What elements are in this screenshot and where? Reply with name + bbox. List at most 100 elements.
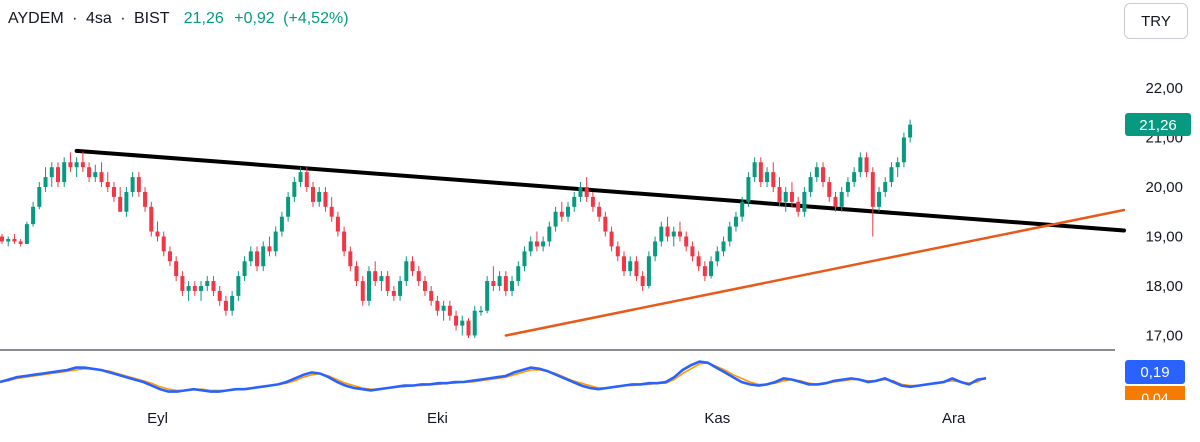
- candle-body: [709, 261, 714, 277]
- time-axis[interactable]: EylEkiKasAra2026: [147, 410, 1200, 427]
- candle-body: [335, 216, 340, 232]
- candle-body: [37, 187, 42, 207]
- candle-body: [205, 281, 210, 286]
- candle: [167, 246, 172, 267]
- candle-body: [329, 206, 334, 217]
- candle-body: [49, 167, 54, 178]
- candle: [615, 241, 620, 262]
- candle: [821, 162, 826, 187]
- candle-body: [503, 276, 508, 291]
- candle-body: [348, 251, 353, 267]
- candle: [118, 187, 123, 212]
- candle: [839, 187, 844, 212]
- candle-body: [752, 162, 757, 178]
- candle-body: [230, 295, 235, 311]
- candle-body: [628, 261, 633, 272]
- candle: [379, 271, 384, 291]
- candle: [460, 315, 465, 336]
- candle-body: [6, 238, 11, 242]
- candle: [727, 221, 732, 247]
- candle: [541, 236, 546, 252]
- candle-body: [186, 286, 191, 291]
- candle: [261, 241, 266, 272]
- candle: [671, 226, 676, 247]
- candle-body: [671, 231, 676, 237]
- bottom-mask: [1118, 400, 1200, 442]
- candle: [447, 300, 452, 321]
- candle: [659, 221, 664, 247]
- candle-body: [541, 241, 546, 247]
- candle: [597, 201, 602, 222]
- candle-body: [789, 191, 794, 202]
- time-tick-label: Eki: [427, 410, 448, 427]
- candle-body: [566, 206, 571, 217]
- candle: [143, 187, 148, 212]
- candle-body: [653, 241, 658, 257]
- candle-body: [118, 196, 123, 212]
- candle-body: [68, 162, 73, 168]
- candle-body: [690, 246, 695, 257]
- candle: [404, 256, 409, 286]
- candle: [590, 191, 595, 212]
- candle-body: [111, 187, 116, 197]
- trendline-support[interactable]: [504, 208, 1126, 337]
- candle: [622, 251, 626, 277]
- candle-body: [435, 300, 440, 311]
- time-tick-label: Kas: [704, 410, 730, 427]
- candle: [55, 162, 60, 187]
- candle: [864, 152, 869, 178]
- candle: [292, 177, 297, 202]
- candle: [609, 226, 614, 252]
- candle: [534, 231, 539, 252]
- candle-body: [366, 271, 371, 301]
- candle: [410, 256, 415, 277]
- interval-label[interactable]: 4sa: [85, 10, 112, 27]
- candle: [398, 276, 403, 301]
- candle: [721, 236, 726, 257]
- candle: [385, 271, 390, 296]
- candle: [808, 172, 813, 197]
- candle: [255, 246, 260, 272]
- candle: [466, 318, 471, 338]
- candle: [298, 167, 303, 187]
- candle-body: [130, 177, 135, 192]
- candle: [522, 246, 527, 272]
- candle: [646, 251, 651, 289]
- price-tick-label: 19,00: [1145, 229, 1183, 246]
- candle-body: [771, 172, 776, 187]
- trendline-resistance[interactable]: [74, 148, 1126, 233]
- last-price: 21,26: [183, 10, 224, 27]
- candle-body: [584, 187, 589, 197]
- symbol-header[interactable]: AYDEM · 4sa · BIST 21,26 +0,92 (+4,52%): [8, 10, 349, 28]
- symbol-name[interactable]: AYDEM: [8, 10, 64, 27]
- candle: [895, 157, 900, 178]
- candle-body: [908, 124, 913, 138]
- candle: [852, 167, 857, 187]
- exchange-label: BIST: [133, 10, 170, 27]
- candle: [279, 211, 284, 237]
- candles: [0, 119, 913, 338]
- candle: [802, 187, 807, 217]
- candle: [130, 172, 135, 197]
- candle: [696, 251, 701, 272]
- candle-body: [447, 305, 452, 316]
- candle: [435, 295, 440, 316]
- candle: [702, 261, 707, 282]
- candle-body: [192, 286, 197, 291]
- candle-body: [478, 310, 483, 313]
- candle: [684, 231, 689, 252]
- price-change: +0,92: [234, 10, 275, 27]
- candle: [18, 238, 23, 247]
- candle: [491, 266, 496, 291]
- candle-body: [317, 191, 322, 202]
- candle: [317, 187, 322, 207]
- candle: [124, 187, 129, 217]
- candle: [373, 261, 378, 286]
- header-separator: ·: [120, 10, 126, 27]
- candle: [715, 246, 720, 267]
- currency-button[interactable]: TRY: [1124, 3, 1188, 39]
- candle-body: [24, 224, 29, 244]
- candle-body: [354, 266, 359, 282]
- time-tick-label: Eyl: [147, 410, 168, 427]
